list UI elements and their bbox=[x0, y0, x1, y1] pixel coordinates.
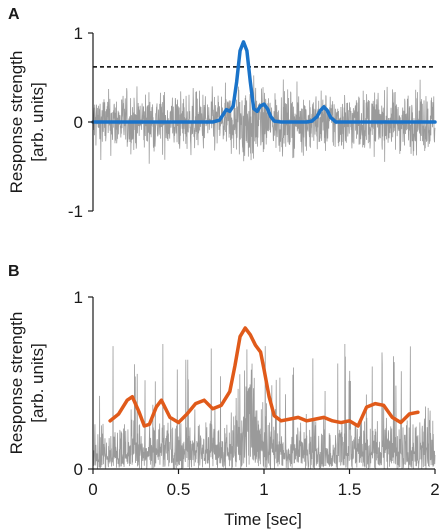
panel-a: A -1 0 1 Response strength [arb. units] bbox=[7, 6, 437, 221]
panel-b-ylabel-line1: Response strength bbox=[7, 312, 26, 455]
panel-a-ylabel-line1: Response strength bbox=[7, 51, 26, 194]
panel-b-letter: B bbox=[8, 263, 20, 280]
panel-a-y-ticks: -1 0 1 bbox=[68, 24, 93, 221]
noise-trace bbox=[92, 344, 436, 470]
noise-trace bbox=[92, 75, 436, 164]
panel-b-ylabel-line2: [arb. units] bbox=[28, 343, 47, 422]
panel-b-y-ticks: 01 bbox=[74, 288, 93, 479]
panel-a-noise-trace bbox=[92, 75, 436, 164]
x-tick-label: 0.5 bbox=[167, 480, 191, 499]
panel-a-ylabel-line2: [arb. units] bbox=[28, 82, 47, 161]
y-tick-label: -1 bbox=[68, 202, 83, 221]
panel-a-series-group bbox=[91, 40, 437, 124]
panel-b-series-group bbox=[108, 326, 420, 428]
panel-a-letter: A bbox=[8, 6, 20, 23]
panel-b: B 01 0 0.5 1 1.5 2 Response strength [arb. u… bbox=[7, 263, 440, 529]
x-tick-label: 1 bbox=[259, 480, 268, 499]
panel-b-x-ticks: 0 0.5 1 1.5 2 bbox=[88, 469, 440, 499]
x-tick-label: 2 bbox=[430, 480, 439, 499]
y-tick-label: 0 bbox=[74, 113, 83, 132]
x-tick-label: 1.5 bbox=[338, 480, 362, 499]
panel-b-xlabel: Time [sec] bbox=[224, 510, 302, 529]
x-tick-label: 0 bbox=[88, 480, 97, 499]
y-tick-label: 1 bbox=[74, 24, 83, 43]
series-line bbox=[108, 326, 420, 428]
panel-b-noise-trace bbox=[92, 344, 436, 470]
y-tick-label: 1 bbox=[74, 288, 83, 307]
y-tick-label: 0 bbox=[74, 460, 83, 479]
series-line bbox=[91, 40, 437, 124]
